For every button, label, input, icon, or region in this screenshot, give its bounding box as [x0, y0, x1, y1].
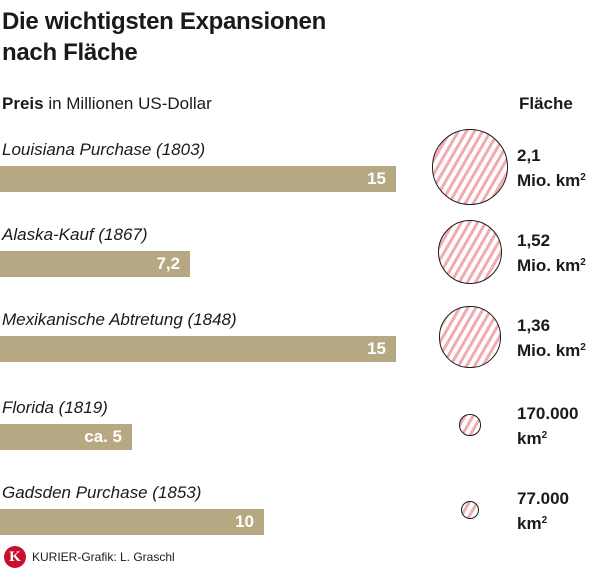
area-value-line-1: 77.000	[517, 489, 569, 508]
area-value-line-1: 2,1	[517, 146, 541, 165]
category-label: Louisiana Purchase (1803)	[2, 140, 206, 159]
area-value-line-1: 1,36	[517, 316, 551, 335]
category-label: Alaska-Kauf (1867)	[2, 225, 148, 244]
kurier-logo: K	[4, 546, 26, 568]
row-2: Mexikanische Abtretung (1848) 15 1,36 Mio. …	[0, 306, 616, 380]
area-value-line-2: km2	[517, 425, 578, 450]
chart-title-line-2: nach Fläche	[2, 39, 138, 66]
area-unit: km	[517, 429, 542, 448]
category-label: Florida (1819)	[2, 398, 108, 417]
area-value-line-1: 170.000	[517, 404, 579, 423]
price-bar: 10	[0, 509, 264, 535]
row-4: Gadsden Purchase (1853) 10 77.000 km2	[0, 483, 616, 553]
area-value-label: 1,36 Mio. km2	[517, 315, 586, 362]
price-bar: 7,2	[0, 251, 191, 277]
area-circle	[439, 306, 501, 368]
area-header: Fläche	[519, 94, 573, 113]
price-value-label: 7,2	[156, 254, 181, 273]
area-unit-exponent: 2	[541, 515, 548, 526]
area-circle-wrap	[430, 219, 510, 305]
area-circle-wrap	[430, 483, 510, 563]
credit-text: KURIER-Grafik: L. Graschl	[32, 550, 175, 564]
footer: K KURIER-Grafik: L. Graschl	[4, 546, 175, 568]
price-value-label: 15	[367, 169, 386, 188]
price-label-rest: in Millionen US-Dollar	[43, 94, 212, 113]
area-circle	[437, 219, 503, 285]
area-value-line-2: Mio. km2	[517, 252, 586, 277]
area-value-line-2: Mio. km2	[517, 167, 586, 192]
area-circle-wrap	[430, 398, 510, 478]
area-unit-exponent: 2	[580, 172, 586, 183]
price-label-bold: Preis	[2, 94, 44, 113]
area-value-line-1: 1,52	[517, 231, 551, 250]
area-circle-wrap	[430, 129, 510, 220]
area-value-label: 170.000 km2	[517, 403, 578, 450]
area-circle	[432, 129, 508, 205]
price-axis-label: Preis in Millionen US-Dollar	[2, 94, 212, 114]
category-label: Mexikanische Abtretung (1848)	[2, 310, 237, 329]
area-unit-exponent: 2	[541, 430, 548, 441]
area-unit: Mio. km	[517, 171, 581, 190]
area-unit-exponent: 2	[580, 257, 586, 268]
price-value-label: ca. 5	[84, 427, 122, 446]
price-bar: 15	[0, 166, 396, 192]
area-value-label: 1,52 Mio. km2	[517, 230, 586, 277]
area-value-label: 2,1 Mio. km2	[517, 145, 586, 192]
area-circle-wrap	[430, 306, 510, 390]
area-unit: Mio. km	[517, 341, 581, 360]
area-value-line-2: km2	[517, 510, 569, 535]
price-bar: ca. 5	[0, 424, 132, 450]
area-unit-exponent: 2	[580, 342, 586, 353]
price-value-label: 15	[367, 339, 386, 358]
area-value-line-2: Mio. km2	[517, 337, 586, 362]
category-label: Gadsden Purchase (1853)	[2, 483, 202, 502]
area-unit: Mio. km	[517, 256, 581, 275]
price-bar: 15	[0, 336, 396, 362]
area-value-label: 77.000 km2	[517, 488, 569, 535]
area-circle	[459, 414, 481, 436]
chart-title-line-1: Die wichtigsten Expansionen	[2, 8, 326, 35]
area-circle	[461, 501, 479, 519]
row-0: Louisiana Purchase (1803) 15 2,1 Mio. km2	[0, 129, 616, 210]
price-value-label: 10	[235, 512, 254, 531]
area-unit: km	[517, 514, 542, 533]
chart-title: Die wichtigsten Expansionen nach Fläche	[2, 6, 326, 68]
row-3: Florida (1819) ca. 5 170.000 km2	[0, 398, 616, 468]
row-1: Alaska-Kauf (1867) 7,2 1,52 Mio. km2	[0, 219, 616, 295]
